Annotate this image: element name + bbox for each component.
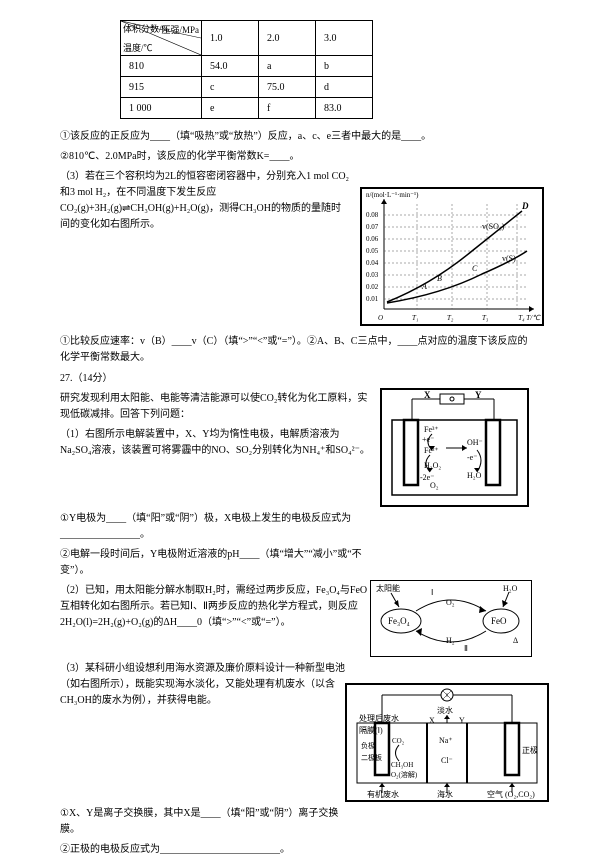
svg-text:FeO: FeO: [491, 616, 507, 626]
svg-text:正极: 正极: [522, 745, 538, 755]
svg-text:有机废水: 有机废水: [367, 789, 399, 799]
question-text-3: （3）若在三个容积均为2L的恒容密闭容器中，分别充入1 mol CO₂和3 mo…: [60, 169, 350, 233]
svg-text:C: C: [472, 264, 478, 273]
r1-c2: a: [259, 56, 316, 77]
svg-text:CH₃OH: CH₃OH: [391, 761, 413, 769]
q27-1: （1）右图所示电解装置中，X、Y均为惰性电极，电解质溶液为Na₂SO₄溶液，该装…: [60, 427, 370, 459]
svg-text:X: X: [424, 390, 431, 400]
svg-text:Fe²⁺: Fe²⁺: [424, 446, 439, 455]
svg-text:Ⅱ: Ⅱ: [464, 644, 468, 653]
r3-t: 1 000: [121, 98, 202, 119]
x-axis-label: T₄ T/℃: [518, 314, 540, 322]
th-p2: 2.0: [259, 21, 316, 56]
diag-bl: 温度/℃: [123, 41, 153, 54]
svg-text:太阳能: 太阳能: [376, 583, 400, 593]
r1-c1: 54.0: [202, 56, 259, 77]
question-text-1: ①该反应的正反应为____（填“吸热”或“放热”）反应，a、c、e三者中最大的是…: [60, 129, 535, 145]
svg-text:Y: Y: [475, 390, 482, 400]
svg-text:v(S): v(S): [502, 254, 516, 263]
r2-c1: c: [202, 77, 259, 98]
q28-text: （2）已知，用太阳能分解水制取H₂时，需经过两步反应，Fe₃O₄与FeO互相转化…: [60, 583, 370, 631]
q27-1b: ②电解一段时间后，Y电极附近溶液的pH____（填“增大”“减小”或“不变”）。: [60, 547, 370, 579]
svg-text:处理后废水: 处理后废水: [359, 713, 399, 723]
r3-c1: e: [202, 98, 259, 119]
iron-oxide-cycle: Fe₃O₄ FeO O₂ H₂ 太阳能 H₂O Ⅰ Ⅱ Δ: [370, 580, 532, 657]
q27-1a: ①Y电极为____（填“阳”或“阴”）极，X电极上发生的电极反应式为______…: [60, 511, 370, 543]
svg-text:Cl⁻: Cl⁻: [441, 756, 453, 765]
svg-text:X: X: [429, 716, 435, 725]
question-text-4: ①比较反应速率：v（B）____v（C）（填“>”“<”或“=”）。②A、B、C…: [60, 334, 535, 366]
question-text-2: ②810℃、2.0MPa时，该反应的化学平衡常数K=____。: [60, 149, 535, 165]
svg-text:Fe³⁺: Fe³⁺: [424, 425, 439, 434]
svg-text:D: D: [521, 201, 529, 211]
svg-text:海水: 海水: [437, 789, 453, 799]
svg-text:H₂: H₂: [446, 636, 455, 645]
desalination-cell: 淡水 X Y 处理后废水 隔膜(Ⅰ) 负极 二极板 CO₂ CH₃OH O₂(溶解…: [345, 683, 549, 802]
r2-c2: 75.0: [259, 77, 316, 98]
q29a-text: ①X、Y是离子交换膜，其中X是____（填“阳”或“阴”）离子交换膜。: [60, 806, 345, 838]
r1-c3: b: [316, 56, 373, 77]
svg-text:H₂O: H₂O: [503, 584, 518, 593]
q29-text: （3）某科研小组设想利用海水资源及廉价原料设计一种新型电池（如右图所示），既能实…: [60, 661, 345, 709]
q29b-text: ②正极的电极反应式为________________________。: [60, 842, 345, 858]
svg-text:H₂O: H₂O: [467, 471, 482, 480]
r1-t: 810: [121, 56, 202, 77]
r2-c3: d: [316, 77, 373, 98]
svg-text:Y: Y: [459, 716, 465, 725]
svg-text:Na⁺: Na⁺: [439, 736, 453, 745]
svg-text:O₂(溶解): O₂(溶解): [391, 770, 418, 779]
th-p3: 3.0: [316, 21, 373, 56]
rate-temp-chart: n/(mol·L⁻¹·min⁻¹) v(SO₃) v(S) D A B C 0.: [360, 187, 544, 326]
r3-c3: 83.0: [316, 98, 373, 119]
diag-tr: 压强/MPa: [161, 23, 199, 36]
svg-text:+e⁻: +e⁻: [422, 435, 434, 444]
svg-text:CO₂: CO₂: [392, 737, 405, 745]
electrolysis-diagram: X Y Fe³⁺ +e⁻ Fe²⁺ H₂O₂ -2e⁻ O₂ OH⁻ -e⁻ H…: [380, 388, 529, 507]
svg-text:OH⁻: OH⁻: [467, 438, 483, 447]
q27-text: 研究发现利用太阳能、电能等清洁能源可以使CO₂转化为化工原料，实现低碳减排。回答…: [60, 391, 370, 423]
svg-text:O₂: O₂: [446, 598, 455, 607]
r3-c2: f: [259, 98, 316, 119]
q27-number: 27.（14分）: [60, 371, 535, 386]
svg-text:A: A: [421, 282, 427, 291]
svg-text:二极板: 二极板: [361, 753, 382, 762]
svg-text:淡水: 淡水: [437, 705, 453, 715]
svg-text:隔膜(Ⅰ): 隔膜(Ⅰ): [359, 725, 383, 735]
svg-text:Δ: Δ: [513, 636, 518, 645]
svg-text:v(SO₃): v(SO₃): [482, 222, 505, 231]
th-p1: 1.0: [202, 21, 259, 56]
svg-text:O₂: O₂: [430, 481, 439, 490]
svg-text:-e⁻: -e⁻: [467, 453, 477, 462]
svg-text:Fe₃O₄: Fe₃O₄: [388, 616, 410, 626]
svg-text:负极: 负极: [361, 741, 375, 750]
r2-t: 915: [121, 77, 202, 98]
svg-text:B: B: [437, 274, 442, 283]
svg-text:H₂O₂: H₂O₂: [424, 461, 441, 470]
svg-text:空气 (O₂,CO₂): 空气 (O₂,CO₂): [487, 789, 535, 799]
data-table: 体积分数/% 压强/MPa 温度/℃ 1.0 2.0 3.0 810 54.0 …: [120, 20, 373, 119]
svg-text:Ⅰ: Ⅰ: [431, 588, 433, 597]
